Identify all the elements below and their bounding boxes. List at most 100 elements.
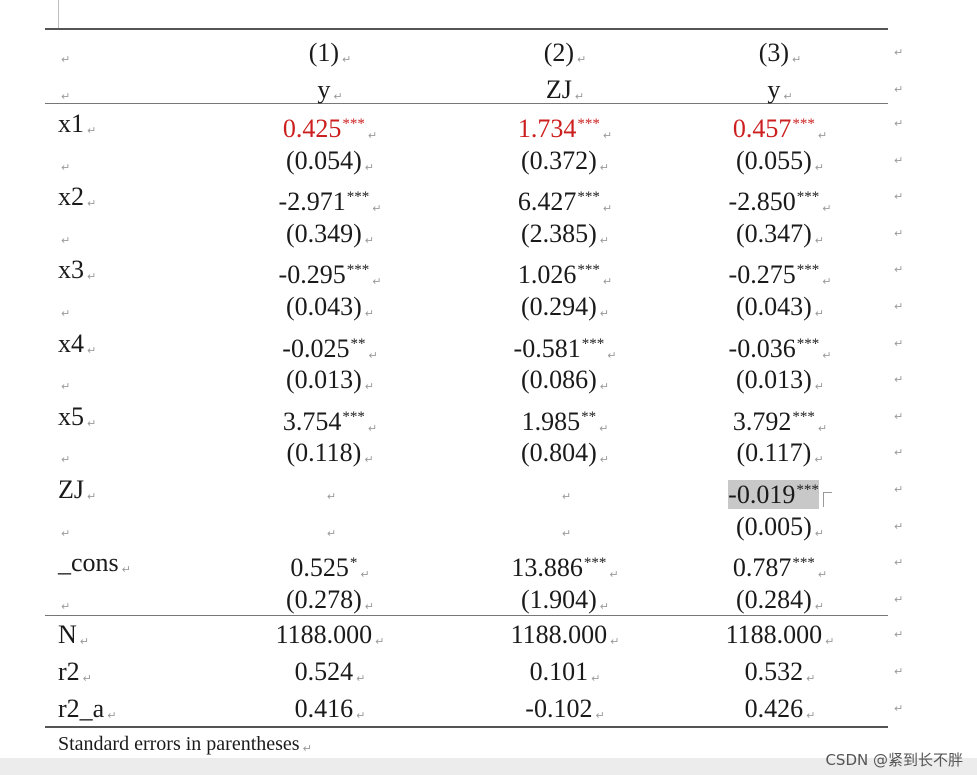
significance-stars: *** bbox=[796, 335, 820, 352]
cell-value: 1.734*** bbox=[518, 114, 600, 143]
table-cell: 0.787***↵ bbox=[680, 545, 880, 582]
paragraph-mark-icon: ↵ bbox=[372, 202, 382, 216]
cell-value: 3.754*** bbox=[283, 407, 365, 436]
value-text: -0.275 bbox=[728, 260, 796, 290]
row-end-mark-icon: ↵ bbox=[894, 46, 904, 59]
table-note-text: Standard errors in parentheses bbox=[58, 733, 300, 755]
significance-stars: *** bbox=[792, 555, 815, 572]
value-text: (0.294) bbox=[520, 292, 597, 321]
paragraph-mark-icon: ↵ bbox=[368, 348, 378, 362]
value-text: 1188.000 bbox=[510, 620, 608, 649]
table-cell: 1188.000 ↵ bbox=[680, 617, 880, 653]
row-label-text: ZJ bbox=[58, 475, 84, 504]
value-text: (0.349) bbox=[285, 218, 362, 248]
table-cell: -0.275***↵ bbox=[680, 252, 880, 290]
paragraph-mark-icon: ↵ bbox=[333, 90, 343, 103]
table-cell: (0.804) ↵ bbox=[455, 435, 675, 471]
table-row: ZJ ↵ ↵ ↵ -0.019*** ↵ bbox=[0, 472, 977, 509]
paragraph-mark-icon: ↵ bbox=[367, 421, 378, 435]
paragraph-mark-icon: ↵ bbox=[79, 635, 89, 648]
table-cell: (0.278) ↵ bbox=[230, 582, 430, 618]
table-cell: (0.372) ↵ bbox=[455, 143, 675, 179]
header-text: (1) bbox=[308, 38, 340, 67]
paragraph-mark-icon: ↵ bbox=[599, 160, 610, 174]
cell-value: (0.055) bbox=[736, 146, 812, 175]
cell-value: (0.013) bbox=[736, 365, 812, 394]
row-label-text: r2 bbox=[58, 657, 80, 686]
cell-value: (0.347) bbox=[736, 219, 812, 248]
row-end-mark-icon: ↵ bbox=[894, 519, 904, 533]
paragraph-mark-icon: ↵ bbox=[783, 90, 793, 103]
table-cell: (0.284) ↵ bbox=[680, 582, 880, 618]
paragraph-mark-icon: ↵ bbox=[825, 635, 835, 648]
cell-value: 0.787*** bbox=[733, 553, 815, 582]
row-label: ↵ bbox=[58, 509, 70, 545]
row-label: x1 ↵ bbox=[58, 106, 96, 142]
table-cell: 0.532 ↵ bbox=[680, 654, 880, 690]
paragraph-mark-icon: ↵ bbox=[364, 380, 375, 394]
paragraph-mark-icon: ↵ bbox=[61, 599, 71, 613]
row-end-mark-icon: ↵ bbox=[894, 117, 904, 130]
table-row: x1 ↵ 0.425***↵ 1.734***↵ 0.457***↵ ↵ bbox=[0, 106, 977, 143]
row-label: x4 ↵ bbox=[58, 326, 96, 362]
value-text: (0.804) bbox=[520, 438, 597, 468]
paragraph-mark-icon: ↵ bbox=[61, 233, 71, 247]
cell-value: 0.416 bbox=[295, 694, 354, 723]
paragraph-mark-icon: ↵ bbox=[356, 672, 366, 685]
header-cell: (2) ↵ bbox=[455, 35, 675, 71]
table-cell: 0.457***↵ bbox=[680, 106, 880, 143]
paragraph-mark-icon: ↵ bbox=[822, 275, 832, 289]
significance-stars: *** bbox=[342, 116, 365, 132]
cell-value: (0.278) bbox=[286, 585, 362, 614]
paragraph-mark-icon: ↵ bbox=[561, 526, 572, 540]
cell-value: (0.294) bbox=[521, 292, 597, 321]
table-cell: 6.427***↵ bbox=[455, 179, 675, 216]
table-cell: (0.347) ↵ bbox=[680, 216, 880, 252]
table-cell: 1188.000 ↵ bbox=[455, 617, 675, 653]
value-text: -0.025 bbox=[282, 333, 350, 363]
row-label: ↵ bbox=[58, 582, 70, 618]
cell-value: 0.532 bbox=[745, 657, 804, 686]
paragraph-mark-icon: ↵ bbox=[342, 53, 352, 66]
table-cell: -2.850***↵ bbox=[680, 179, 880, 216]
cell-value: 0.425*** bbox=[283, 114, 365, 143]
paragraph-mark-icon: ↵ bbox=[599, 453, 610, 467]
cell-value: -0.581*** bbox=[514, 334, 605, 363]
row-end-mark-icon: ↵ bbox=[894, 446, 904, 460]
paragraph-mark-icon: ↵ bbox=[817, 421, 828, 435]
paragraph-mark-icon: ↵ bbox=[61, 453, 71, 467]
value-text: 0.525 bbox=[290, 553, 349, 583]
value-text: 1.026 bbox=[517, 260, 577, 290]
header-cell: (1) ↵ bbox=[230, 35, 430, 71]
paragraph-mark-icon: ↵ bbox=[364, 307, 375, 320]
paragraph-mark-icon: ↵ bbox=[806, 672, 816, 685]
paragraph-mark-icon: ↵ bbox=[792, 53, 802, 66]
highlighted-coefficient: -0.019*** bbox=[728, 480, 819, 509]
paragraph-mark-icon: ↵ bbox=[364, 599, 375, 613]
row-label: _cons ↵ bbox=[58, 545, 131, 581]
watermark: CSDN @紧到长不胖 bbox=[825, 751, 963, 769]
cell-value: (0.043) bbox=[736, 292, 812, 321]
table-cell: 1.985**↵ bbox=[455, 399, 675, 436]
paragraph-mark-icon: ↵ bbox=[599, 421, 609, 435]
cell-value: 0.101 bbox=[530, 657, 589, 686]
row-label-text: N bbox=[58, 620, 77, 649]
significance-stars: *** bbox=[577, 116, 600, 132]
paragraph-mark-icon: ↵ bbox=[822, 202, 832, 216]
paragraph-mark-icon: ↵ bbox=[87, 124, 97, 137]
table-cell: 13.886***↵ bbox=[455, 545, 675, 582]
table-cell: (1.904) ↵ bbox=[455, 582, 675, 618]
paragraph-mark-icon: ↵ bbox=[599, 599, 610, 613]
table-cell: -2.971***↵ bbox=[230, 179, 430, 217]
table-row: ↵ (0.349) ↵ (2.385) ↵ (0.347) ↵ ↵ bbox=[0, 216, 977, 252]
row-end-mark-icon: ↵ bbox=[894, 300, 904, 313]
value-text: 1.734 bbox=[517, 114, 577, 143]
value-text: (1.904) bbox=[520, 584, 597, 614]
table-cell: ↵ bbox=[230, 509, 430, 545]
value-text: -2.971 bbox=[278, 187, 346, 217]
table-row: ↵ (0.043) ↵ (0.294) ↵ (0.043) ↵ ↵ bbox=[0, 289, 977, 325]
cell-value: (2.385) bbox=[521, 219, 597, 248]
value-text: -0.102 bbox=[525, 694, 593, 723]
cell-value: 3.792*** bbox=[733, 407, 815, 436]
paragraph-mark-icon: ↵ bbox=[302, 742, 312, 755]
